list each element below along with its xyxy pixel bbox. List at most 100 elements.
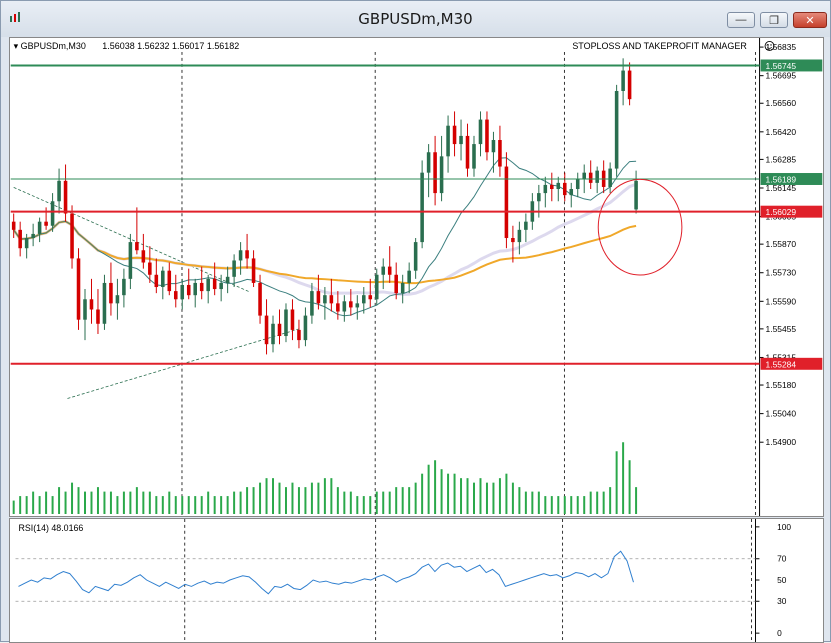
candle-body bbox=[212, 278, 217, 290]
candle-body bbox=[491, 139, 496, 153]
price-tick-label: 1.56420 bbox=[766, 127, 797, 137]
candle-body bbox=[588, 172, 593, 183]
candle-body bbox=[57, 180, 61, 202]
candle-body bbox=[102, 282, 107, 324]
candle-body bbox=[141, 250, 146, 263]
price-tick-label: 1.55315 bbox=[766, 352, 797, 362]
candle-body bbox=[297, 329, 301, 341]
candle-body bbox=[63, 180, 68, 214]
candle-body bbox=[323, 295, 327, 304]
candle-body bbox=[70, 213, 74, 259]
current-bid-price-box bbox=[760, 173, 823, 185]
candle-body bbox=[50, 201, 55, 226]
candle-body bbox=[128, 242, 133, 279]
entry-price-box bbox=[760, 205, 823, 218]
price-tick-label: 1.55870 bbox=[766, 239, 797, 249]
candle-body bbox=[277, 323, 282, 337]
candle-body bbox=[446, 125, 450, 157]
candle-body bbox=[154, 274, 159, 288]
chart-header-ohlc: 1.56038 1.56232 1.56017 1.56182 bbox=[102, 41, 239, 51]
candle-body bbox=[245, 250, 249, 259]
stoploss-price-label: 1.55284 bbox=[766, 359, 797, 369]
price-chart[interactable]: ▾ GBPUSDm,M30 1.56038 1.56232 1.56017 1.… bbox=[9, 37, 824, 517]
candle-body bbox=[24, 238, 29, 249]
candle-body bbox=[524, 221, 528, 230]
candle-body bbox=[498, 139, 502, 167]
candle-body bbox=[621, 70, 625, 91]
smiley-icon[interactable] bbox=[764, 41, 775, 51]
candle-body bbox=[595, 170, 599, 183]
candle-body bbox=[368, 295, 373, 300]
window-title: GBPUSDm,M30 bbox=[358, 10, 473, 28]
candle-body bbox=[251, 258, 256, 283]
rsi-tick-label: 50 bbox=[777, 575, 787, 585]
candle-body bbox=[472, 144, 476, 169]
candle-body bbox=[452, 125, 457, 145]
candle-body bbox=[362, 295, 366, 304]
candle-body bbox=[420, 172, 424, 243]
price-tick-label: 1.55040 bbox=[766, 409, 797, 419]
candle-body bbox=[627, 70, 632, 100]
ma-slow-line bbox=[12, 220, 637, 285]
takeprofit-price-label: 1.56745 bbox=[766, 61, 797, 71]
candle-body bbox=[634, 180, 638, 210]
restore-button[interactable]: ❐ bbox=[760, 12, 788, 28]
rsi-tick-label: 100 bbox=[777, 522, 791, 532]
rsi-line bbox=[18, 550, 634, 595]
candle-body bbox=[180, 284, 185, 300]
price-tick-label: 1.56560 bbox=[766, 98, 797, 108]
current-bid-price-label: 1.56189 bbox=[766, 174, 797, 184]
candle-body bbox=[582, 172, 586, 179]
candle-body bbox=[11, 221, 16, 230]
candle-body bbox=[219, 282, 223, 290]
rsi-tick-label: 30 bbox=[777, 596, 787, 606]
entry-price-label: 1.56029 bbox=[766, 207, 797, 217]
candle-body bbox=[569, 189, 574, 196]
candle-body bbox=[614, 90, 619, 169]
ma-band-line bbox=[12, 182, 637, 296]
candle-body bbox=[511, 238, 515, 243]
candle-body bbox=[186, 284, 191, 296]
price-tick-label: 1.56285 bbox=[766, 154, 797, 164]
ea-name-label: STOPLOSS AND TAKEPROFIT MANAGER bbox=[572, 41, 747, 51]
candle-body bbox=[310, 291, 314, 316]
candle-body bbox=[173, 291, 178, 300]
candle-body bbox=[349, 301, 353, 308]
candle-body bbox=[290, 309, 295, 330]
minimize-button[interactable]: — bbox=[727, 12, 755, 28]
takeprofit-price-box bbox=[760, 59, 823, 72]
candle-body bbox=[400, 282, 405, 294]
candle-body bbox=[258, 282, 262, 316]
candle-body bbox=[394, 274, 398, 294]
price-tick-label: 1.55180 bbox=[766, 380, 797, 390]
highlight-ellipse[interactable] bbox=[597, 178, 683, 276]
candle-body bbox=[550, 184, 554, 190]
candle-body bbox=[109, 282, 113, 304]
stoploss-price-box bbox=[760, 357, 823, 370]
candle-body bbox=[303, 315, 308, 341]
candle-body bbox=[465, 135, 470, 169]
candle-body bbox=[115, 295, 120, 304]
rsi-tick-label: 70 bbox=[777, 554, 787, 564]
candle-body bbox=[478, 119, 483, 145]
candle-body bbox=[459, 135, 463, 145]
candle-body bbox=[18, 229, 22, 249]
price-tick-label: 1.56145 bbox=[766, 183, 797, 193]
trendline-upper[interactable] bbox=[13, 187, 250, 293]
candle-body bbox=[504, 166, 509, 239]
candle-body bbox=[329, 295, 334, 304]
candle-body bbox=[426, 152, 431, 173]
candle-body bbox=[199, 282, 204, 292]
candle-body bbox=[167, 270, 172, 292]
price-tick-label: 1.55455 bbox=[766, 324, 797, 334]
rsi-panel[interactable]: RSI(14) 48.0166 100 70 50 30 0 bbox=[9, 518, 824, 643]
candle-body bbox=[83, 299, 87, 320]
candle-body bbox=[31, 233, 35, 239]
candle-body bbox=[387, 266, 392, 275]
close-button[interactable]: ✕ bbox=[793, 12, 827, 28]
candle-body bbox=[575, 178, 580, 190]
price-tick-label: 1.56695 bbox=[766, 71, 797, 81]
candle-body bbox=[96, 309, 100, 324]
chart-header-symbol: ▾ GBPUSDm,M30 bbox=[14, 41, 86, 51]
title-bar[interactable]: GBPUSDm,M30 — ❐ ✕ bbox=[1, 1, 830, 37]
